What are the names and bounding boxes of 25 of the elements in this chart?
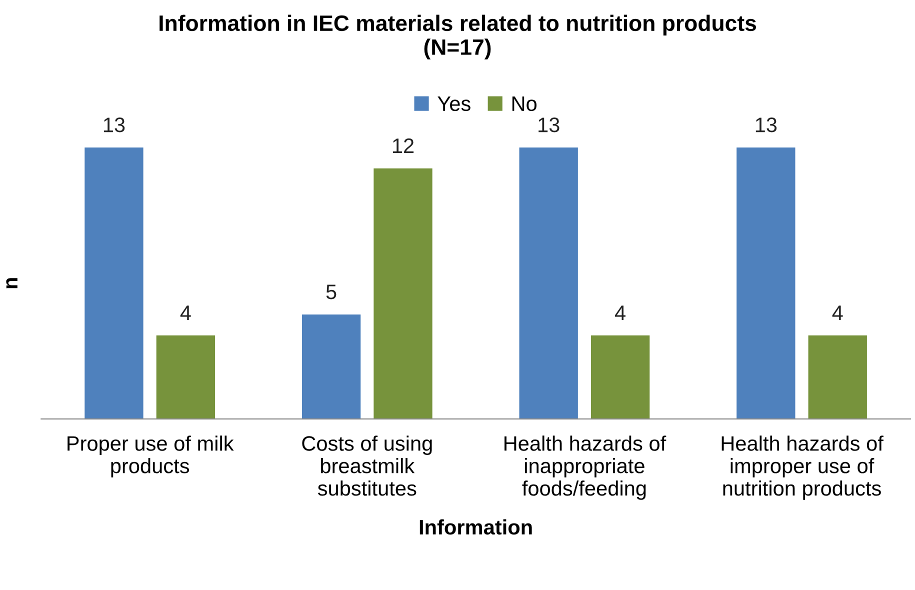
chart-title: Information in IEC materials related to nutrition products (N=17) (160, 14, 756, 60)
x-axis-title: Information (420, 519, 532, 535)
bar (84, 148, 144, 419)
x-tick-label: Proper use of milk products (68, 436, 234, 478)
data-label: 13 (756, 118, 777, 132)
data-label: 13 (104, 118, 125, 132)
x-tick-label: Costs of using breastmilk substitutes (302, 436, 432, 496)
data-label: 13 (538, 118, 560, 132)
bar (590, 335, 650, 419)
y-axis-title: n (6, 278, 18, 288)
bar (808, 335, 867, 419)
data-label: 5 (326, 284, 336, 300)
data-label: 4 (615, 306, 626, 320)
bar (374, 168, 432, 419)
data-label: 12 (393, 138, 414, 153)
bar (156, 335, 216, 419)
x-tick-label: Health hazards of improper use of nutrition products (722, 436, 884, 500)
bar (736, 148, 796, 419)
data-label: 4 (180, 306, 191, 320)
bar (519, 148, 578, 419)
data-label: 4 (832, 306, 843, 320)
legend-label: Yes (438, 96, 470, 112)
x-tick-label: Health hazards of inappropriate foods/feeding (504, 436, 666, 500)
legend-label: No (512, 96, 536, 112)
bar (302, 314, 361, 419)
